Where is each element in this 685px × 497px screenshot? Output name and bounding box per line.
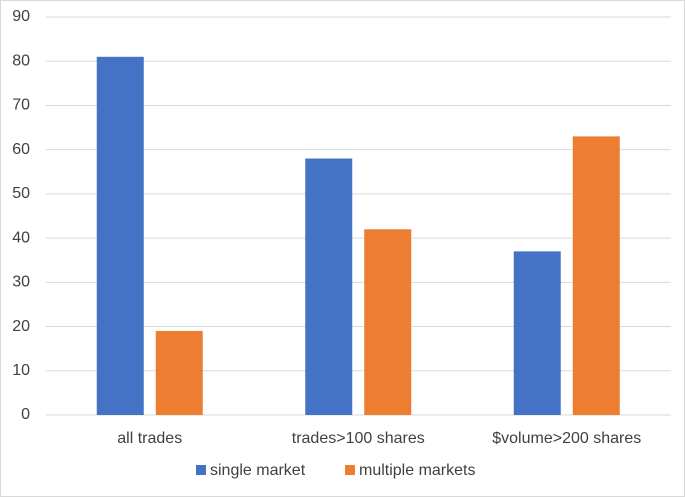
legend-label: single market [210,462,306,479]
y-tick-label: 40 [12,229,30,246]
y-tick-label: 50 [12,185,30,202]
bar [305,158,353,415]
y-tick-label: 60 [12,141,30,158]
legend-swatch [345,465,355,475]
y-tick-label: 20 [12,318,30,335]
y-tick-label: 30 [12,274,30,291]
y-tick-label: 70 [12,97,30,114]
y-tick-label: 90 [12,8,30,25]
bar [572,136,620,415]
bar [364,229,412,415]
x-tick-label: all trades [117,430,182,447]
y-tick-label: 0 [21,406,30,423]
legend-swatch [196,465,206,475]
bar [96,56,144,416]
y-tick-label: 10 [12,362,30,379]
y-tick-label: 80 [12,52,30,69]
legend-label: multiple markets [359,462,475,479]
x-tick-label: $volume>200 shares [492,430,641,447]
x-tick-label: trades>100 shares [292,430,425,447]
bar [155,330,203,415]
bar [513,251,561,415]
